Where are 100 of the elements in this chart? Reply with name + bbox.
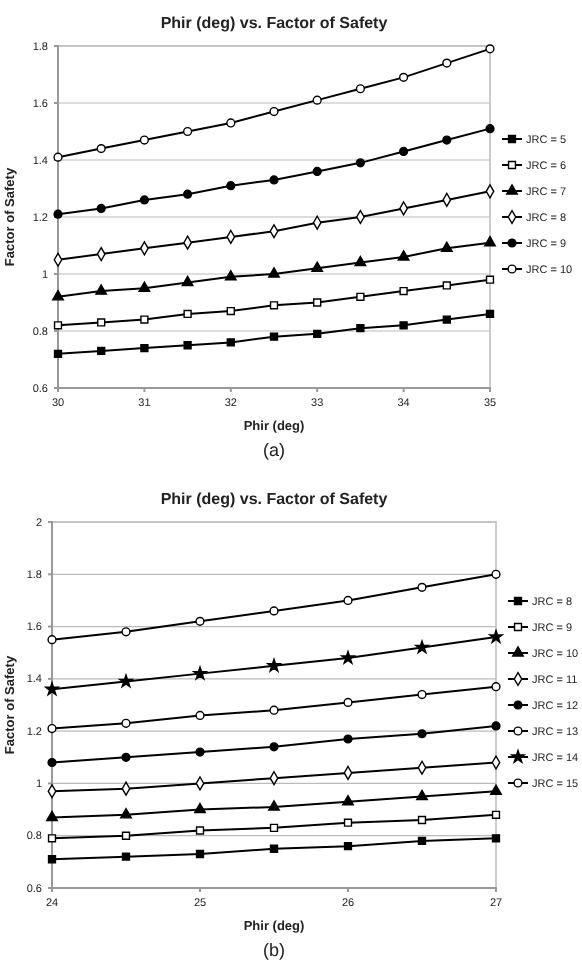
point [355, 158, 366, 168]
point [343, 697, 353, 707]
point [139, 135, 150, 145]
point [313, 298, 322, 307]
point [183, 341, 192, 350]
point [121, 752, 131, 762]
point [194, 802, 206, 814]
point [224, 270, 237, 281]
point [181, 275, 194, 287]
point [485, 309, 495, 319]
point [355, 84, 366, 94]
chart-title: Phir (deg) vs. Factor of Safety [160, 490, 389, 508]
point [96, 144, 106, 154]
point [417, 836, 427, 846]
point [139, 195, 150, 205]
point [442, 281, 451, 290]
point [45, 682, 59, 696]
point [47, 757, 57, 768]
point [195, 710, 205, 721]
point [226, 306, 235, 316]
point [96, 203, 106, 214]
point [442, 135, 452, 145]
point [489, 629, 503, 644]
point [312, 166, 322, 176]
point [120, 808, 132, 819]
point [415, 640, 429, 654]
point [182, 189, 193, 199]
point [485, 275, 495, 284]
point [343, 842, 353, 851]
point [442, 315, 451, 324]
point [442, 58, 452, 68]
point [398, 72, 409, 82]
point [195, 826, 205, 835]
chart-title: Phir (deg) vs. Factor of Safety [160, 14, 389, 32]
point [491, 569, 501, 579]
point [417, 815, 427, 825]
point [47, 834, 57, 843]
point [121, 852, 131, 861]
point [140, 343, 149, 353]
point [343, 734, 353, 744]
point [341, 650, 355, 664]
point [268, 267, 280, 278]
point [311, 261, 324, 273]
point [484, 235, 496, 247]
point [269, 175, 279, 185]
point [140, 315, 149, 324]
point [226, 118, 236, 128]
point [312, 95, 322, 105]
point [399, 321, 408, 330]
point [416, 789, 428, 801]
point [269, 301, 279, 310]
point [183, 309, 192, 319]
point [342, 794, 354, 806]
point [121, 831, 131, 840]
point [485, 124, 495, 134]
point [417, 582, 427, 592]
point [269, 705, 279, 715]
point [53, 321, 63, 330]
point [47, 723, 57, 734]
point [440, 241, 453, 253]
point [47, 635, 57, 645]
point [138, 281, 151, 292]
point [354, 255, 367, 267]
point [95, 284, 108, 295]
point [121, 718, 131, 728]
point [195, 616, 205, 626]
point [343, 595, 353, 606]
point [269, 106, 279, 117]
point [269, 742, 279, 752]
point [399, 286, 408, 296]
point [195, 747, 205, 757]
point [226, 181, 236, 191]
point [269, 823, 279, 833]
point [356, 292, 365, 301]
point [119, 674, 133, 688]
point [53, 209, 63, 219]
point [417, 729, 427, 739]
point [226, 338, 235, 347]
point [269, 606, 279, 616]
point [485, 44, 495, 54]
point [97, 346, 106, 356]
point [182, 126, 193, 137]
point [267, 658, 281, 672]
point [46, 810, 58, 822]
point [491, 810, 501, 819]
text: (a) [263, 440, 285, 460]
point [417, 689, 427, 700]
point [490, 784, 502, 796]
point [398, 146, 409, 157]
point [193, 666, 207, 680]
point [53, 349, 63, 358]
point [97, 318, 106, 327]
text: (b) [263, 940, 285, 960]
point [491, 721, 501, 731]
point [356, 323, 365, 333]
point [491, 834, 501, 843]
point [268, 800, 280, 811]
point [47, 855, 57, 864]
point [52, 290, 64, 301]
point [269, 332, 279, 341]
